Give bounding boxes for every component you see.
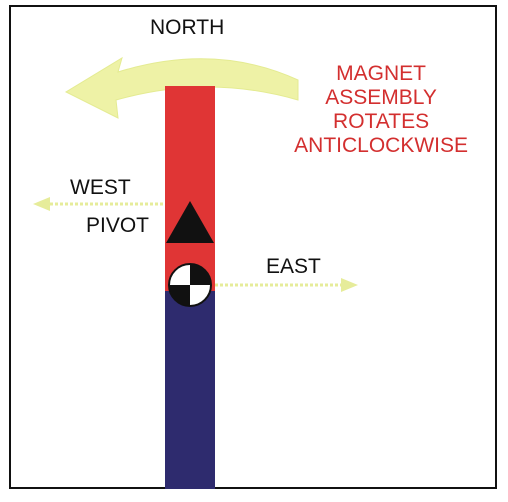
- caption-line: MAGNET: [336, 62, 426, 85]
- magnet-north-pole: [165, 86, 215, 291]
- pivot-triangle-icon: [166, 201, 214, 243]
- magnet-south-pole: [165, 291, 215, 489]
- caption-line: ASSEMBLY: [325, 86, 437, 109]
- east-arrow-icon: [215, 278, 358, 292]
- north-label: NORTH: [150, 16, 225, 39]
- quadrant-circle-icon: [168, 263, 212, 307]
- rotation-caption: MAGNET ASSEMBLY ROTATES ANTICLOCKWISE: [294, 62, 468, 158]
- west-label: WEST: [70, 176, 131, 199]
- east-label: EAST: [266, 255, 321, 278]
- caption-line: ANTICLOCKWISE: [294, 134, 468, 157]
- caption-line: ROTATES: [333, 110, 430, 133]
- west-arrow-icon: [33, 197, 165, 211]
- pivot-label: PIVOT: [86, 214, 150, 237]
